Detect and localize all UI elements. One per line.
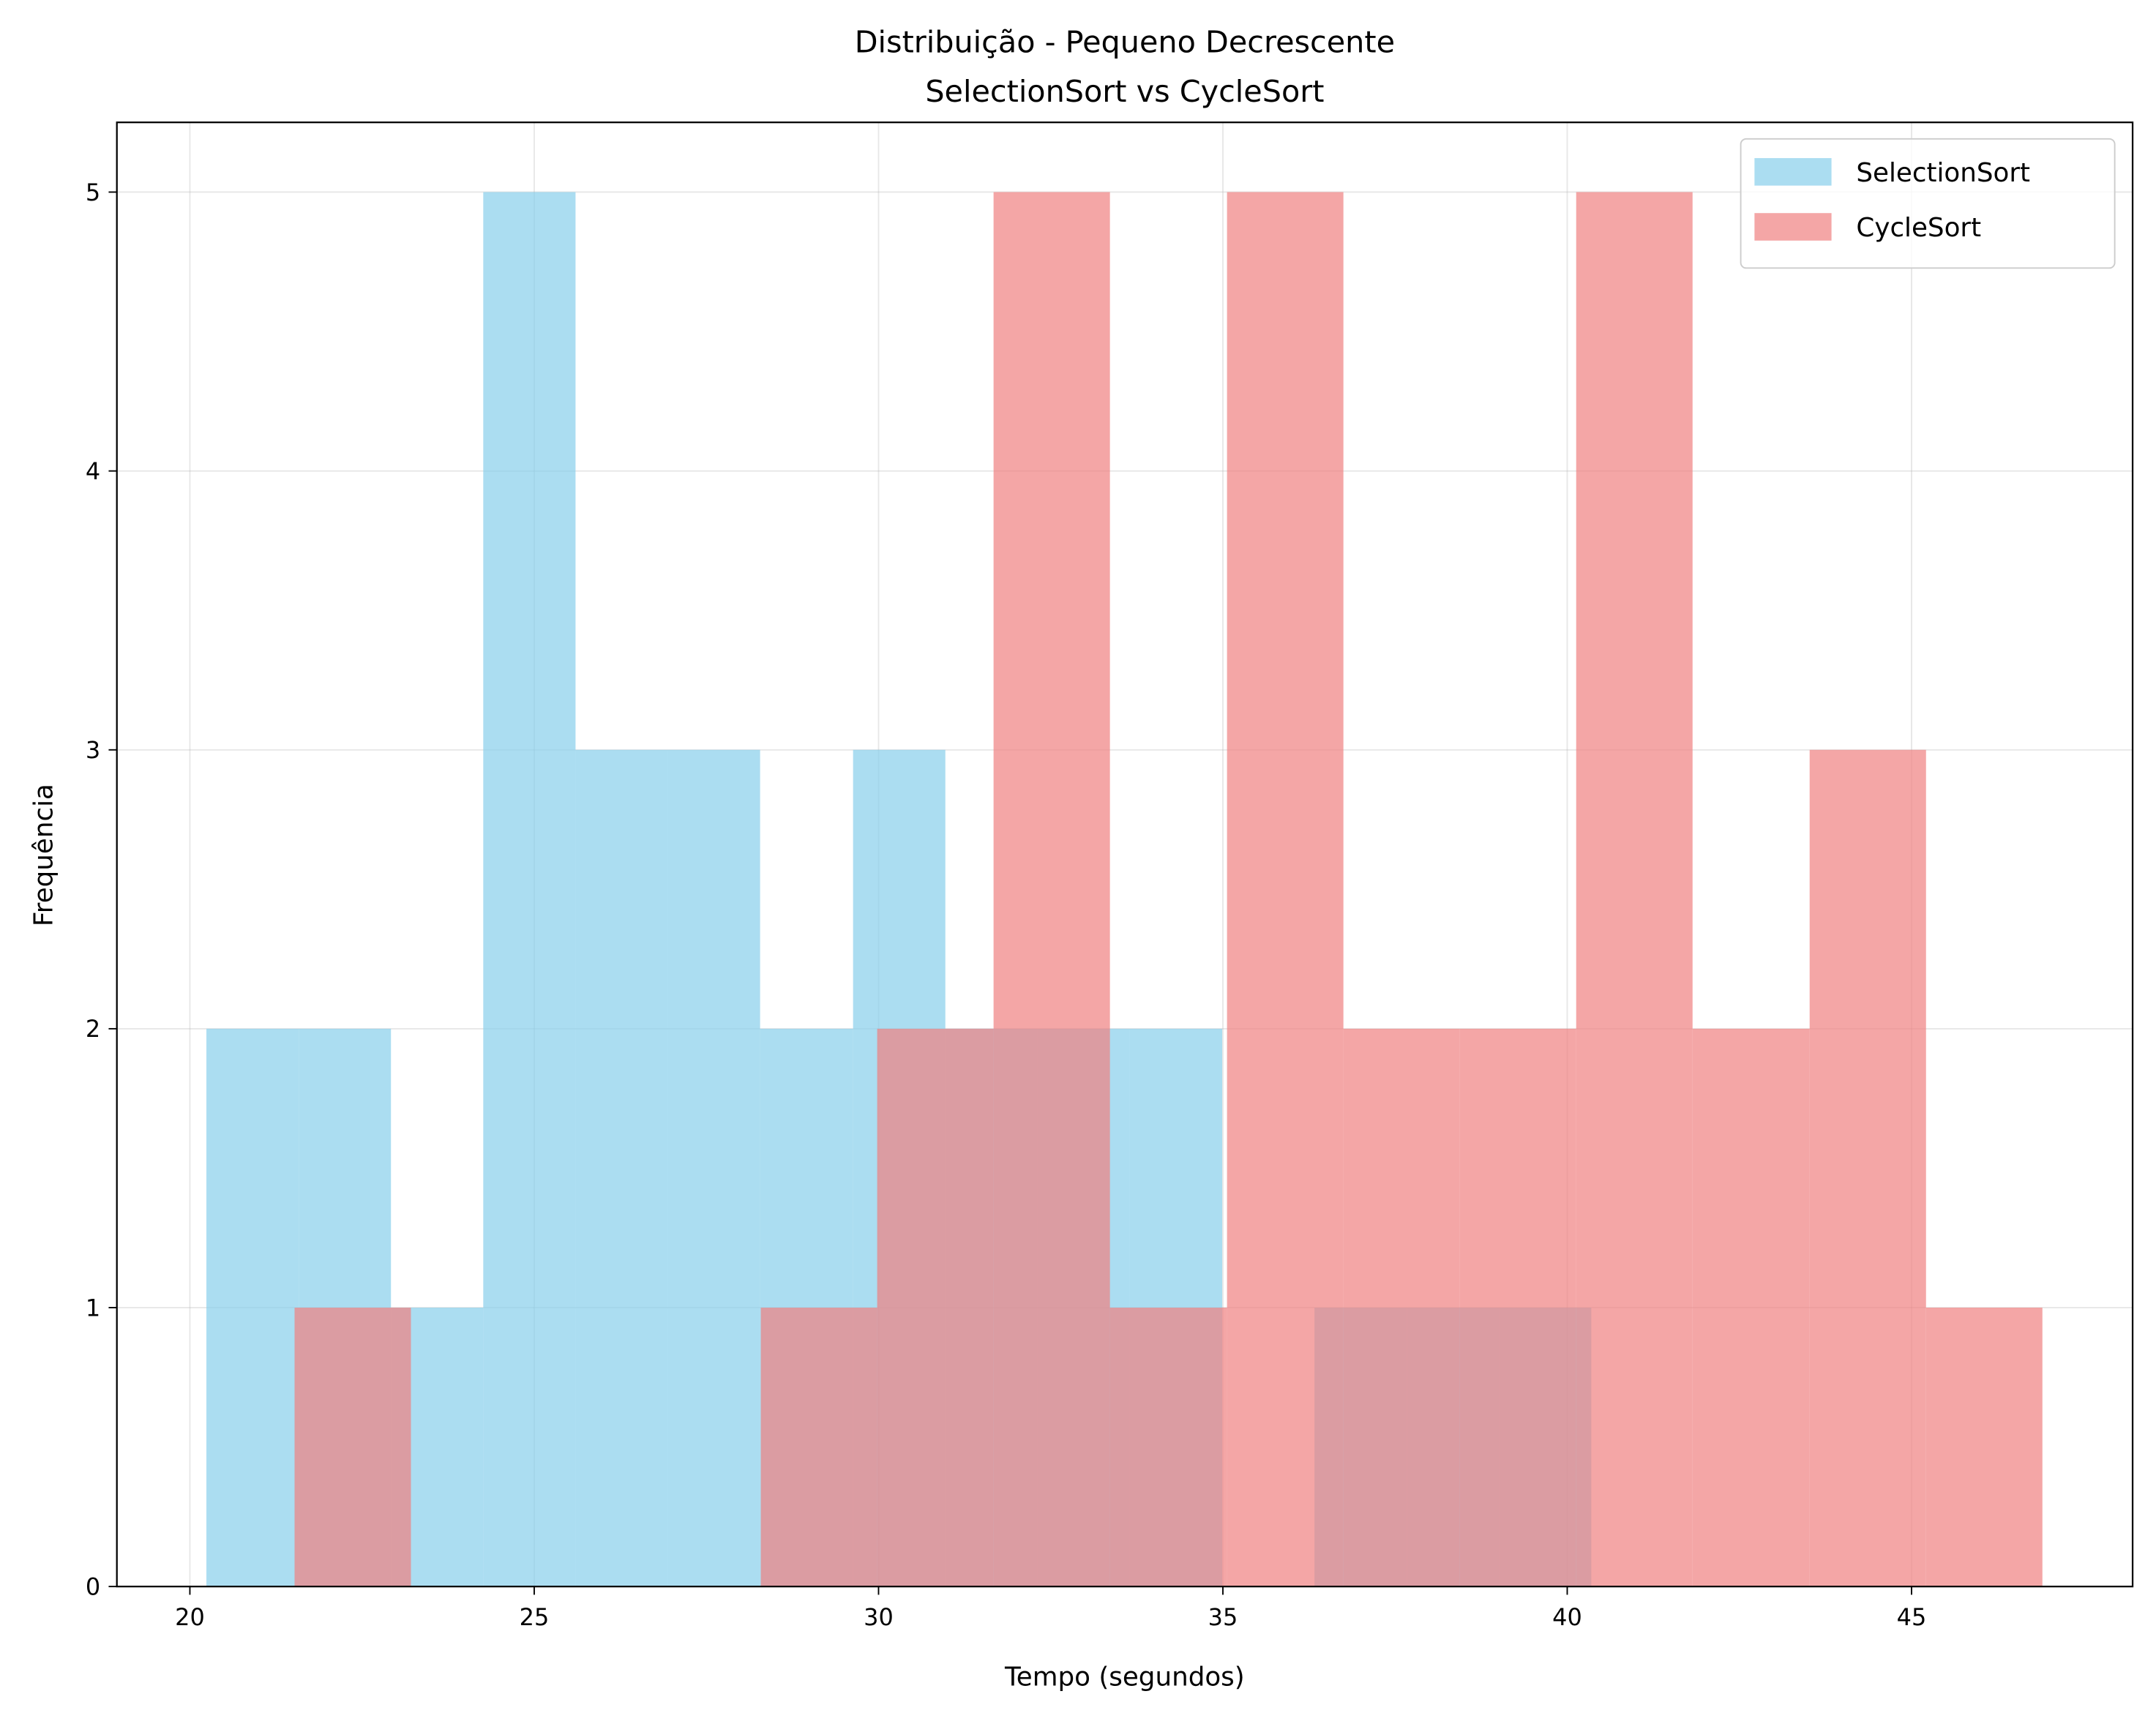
histogram-bar bbox=[1343, 1028, 1460, 1587]
y-tick-label: 4 bbox=[86, 457, 100, 485]
histogram-bar bbox=[1925, 1308, 2043, 1587]
histogram-bar bbox=[760, 1308, 877, 1587]
x-tick-label: 30 bbox=[864, 1603, 894, 1631]
x-tick-label: 45 bbox=[1897, 1603, 1927, 1631]
legend-swatch bbox=[1754, 213, 1832, 241]
histogram-bar bbox=[1227, 192, 1344, 1587]
histogram-bar bbox=[1692, 1028, 1810, 1587]
histogram-bar bbox=[1576, 192, 1693, 1587]
histogram-bar bbox=[1459, 1028, 1576, 1587]
x-tick-label: 40 bbox=[1552, 1603, 1582, 1631]
histogram-bar bbox=[1809, 749, 1926, 1587]
histogram-bar bbox=[206, 1028, 299, 1587]
bars bbox=[206, 192, 2043, 1587]
legend-box bbox=[1740, 138, 2116, 269]
chart-title: Distribuição - Pequeno Decrescente bbox=[855, 24, 1395, 59]
histogram-bar bbox=[993, 192, 1110, 1587]
histogram-bar bbox=[877, 1028, 994, 1587]
histogram-bar bbox=[575, 749, 668, 1587]
y-tick-label: 5 bbox=[86, 179, 100, 206]
plot-frame bbox=[116, 121, 2134, 1588]
legend-label: CycleSort bbox=[1856, 213, 1981, 243]
x-tick-label: 35 bbox=[1208, 1603, 1238, 1631]
y-tick-label: 3 bbox=[86, 736, 100, 764]
histogram-bar bbox=[667, 749, 760, 1587]
chart-subtitle: SelectionSort vs CycleSort bbox=[925, 74, 1324, 109]
y-tick-label: 0 bbox=[86, 1573, 100, 1600]
y-axis-label: Frequência bbox=[29, 784, 59, 926]
histogram-bar bbox=[483, 192, 576, 1587]
y-tick-label: 1 bbox=[86, 1294, 100, 1322]
histogram-bar bbox=[294, 1308, 411, 1587]
legend: SelectionSort CycleSort bbox=[1740, 138, 2116, 269]
x-axis-label: Tempo (segundos) bbox=[1004, 1662, 1245, 1692]
histogram-bar bbox=[1109, 1308, 1227, 1587]
legend-swatch bbox=[1754, 158, 1832, 186]
y-tick-label: 2 bbox=[86, 1015, 100, 1043]
x-tick-label: 25 bbox=[520, 1603, 550, 1631]
legend-label: SelectionSort bbox=[1856, 158, 2030, 188]
x-tick-label: 20 bbox=[175, 1603, 205, 1631]
